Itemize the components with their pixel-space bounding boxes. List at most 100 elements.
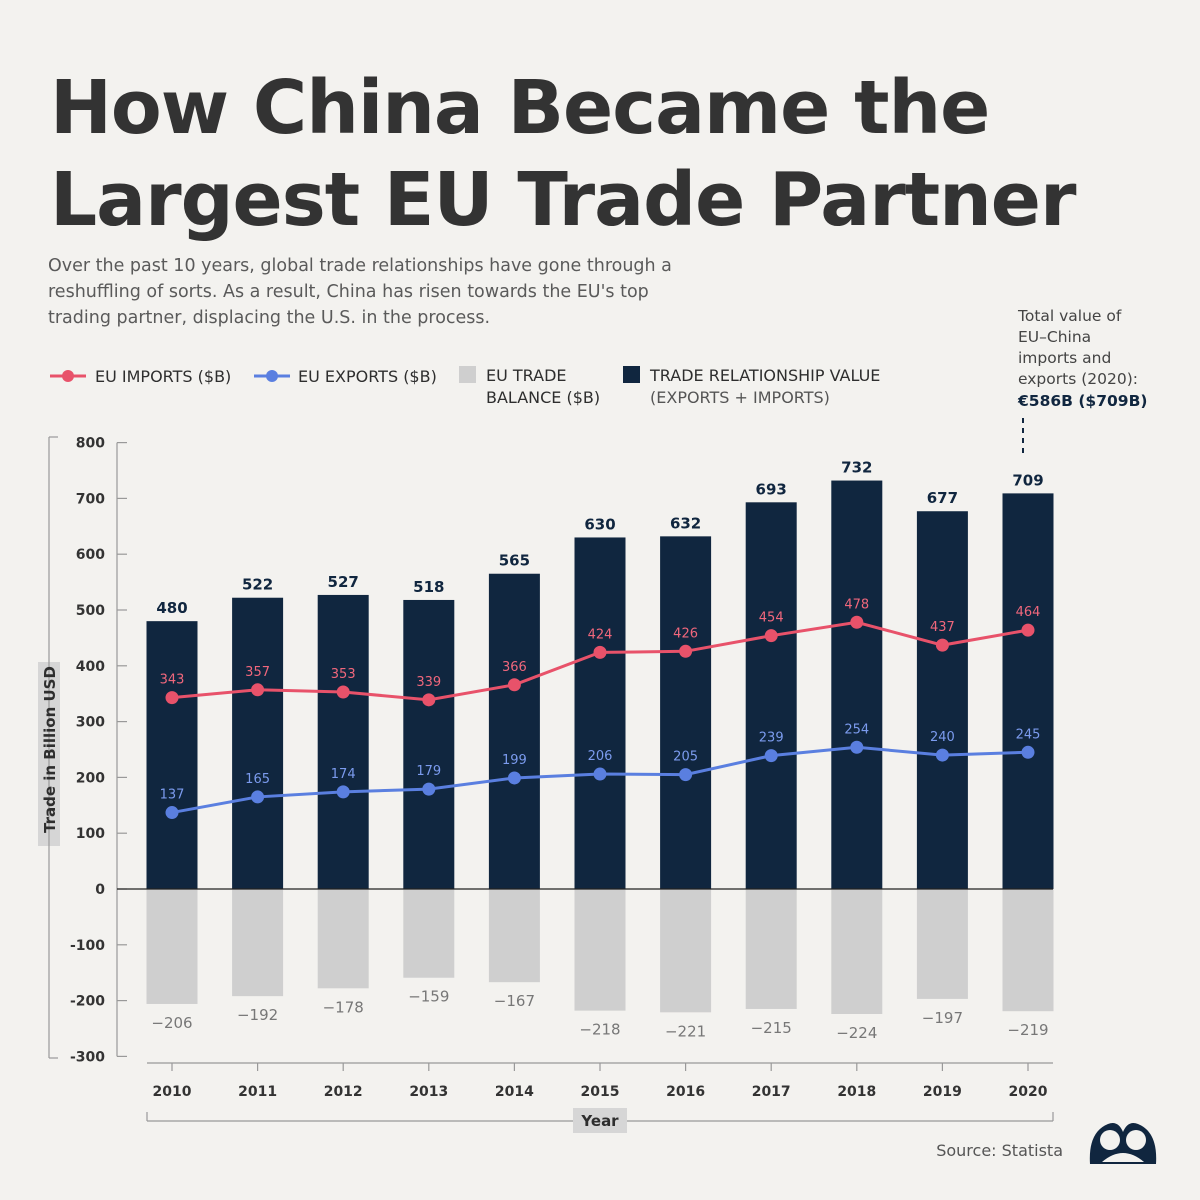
- trade-value-bar: [146, 621, 198, 889]
- exports-point: [679, 768, 693, 782]
- data-labels: 480 343 137 −206 522 357 165 −192 527 353 174 −178 5…: [151, 459, 1048, 1042]
- trade-value-label: 632: [670, 514, 701, 532]
- y-tick-label: 700: [76, 491, 105, 507]
- trade-balance-label: −197: [922, 1009, 963, 1027]
- trade-value-bar: [317, 594, 369, 889]
- annotation-line-3: imports and: [1018, 349, 1111, 367]
- annotation-line-4: exports (2020):: [1018, 370, 1138, 388]
- y-tick-label: -100: [70, 938, 105, 954]
- exports-value-label: 240: [930, 730, 955, 745]
- trade-balance-bar: [317, 889, 369, 989]
- trade-balance-bar: [660, 889, 712, 1013]
- y-tick-label: -300: [70, 1049, 105, 1065]
- trade-value-bar: [403, 599, 455, 889]
- trade-balance-label: −206: [151, 1014, 192, 1032]
- trade-balance-bar: [403, 889, 455, 978]
- trade-balance-label: −224: [836, 1024, 877, 1042]
- y-tick-label: 600: [76, 547, 105, 563]
- x-tick-label: 2019: [923, 1084, 962, 1100]
- x-tick-label: 2013: [409, 1084, 448, 1100]
- trade-value-bar: [232, 597, 284, 889]
- trade-balance-bar: [574, 889, 626, 1011]
- x-axis-title-bg: [573, 1108, 627, 1133]
- trade-balance-bar: [232, 889, 284, 997]
- exports-point: [507, 771, 521, 785]
- y-axis-title: Trade in Billion USD: [41, 666, 59, 833]
- trade-balance-label: −215: [751, 1019, 792, 1037]
- imports-point: [593, 645, 607, 659]
- imports-point: [1021, 623, 1035, 637]
- y-tick-label: 400: [76, 659, 105, 675]
- y-tick-label: 100: [76, 826, 105, 842]
- y-tick-label: 0: [95, 882, 105, 898]
- annotation-line-2: EU–China: [1018, 328, 1091, 346]
- x-tick-label: 2017: [752, 1084, 791, 1100]
- legend-imports-label: EU IMPORTS ($B): [95, 367, 231, 386]
- trade-value-label: 518: [413, 578, 444, 596]
- exports-value-label: 205: [673, 750, 698, 765]
- x-tick-label: 2015: [581, 1084, 620, 1100]
- chart-subtitle: Over the past 10 years, global trade rel…: [48, 256, 672, 328]
- imports-point: [165, 691, 179, 705]
- imports-point: [336, 685, 350, 699]
- exports-value-label: 165: [245, 772, 270, 787]
- exports-point: [764, 749, 778, 763]
- trade-balance-bar: [488, 889, 540, 983]
- annotation-2020: Total value of EU–China imports and expo…: [1017, 307, 1147, 458]
- legend-value: TRADE RELATIONSHIP VALUE (EXPORTS + IMPO…: [623, 366, 880, 407]
- legend-balance-swatch: [459, 366, 476, 383]
- y-tick-label: -200: [70, 994, 105, 1010]
- trade-value-label: 480: [156, 599, 187, 617]
- exports-value-label: 174: [331, 767, 356, 782]
- exports-point: [935, 748, 949, 762]
- legend-balance-label-1: EU TRADE: [486, 366, 567, 385]
- x-tick-label: 2010: [153, 1084, 192, 1100]
- trade-balance-bar: [745, 889, 797, 1009]
- imports-point: [251, 683, 265, 697]
- trade-value-label: 709: [1012, 471, 1043, 489]
- imports-value-label: 478: [844, 597, 869, 612]
- exports-value-label: 179: [416, 764, 441, 779]
- legend-exports-label: EU EXPORTS ($B): [298, 367, 437, 386]
- trade-balance-label: −167: [494, 992, 535, 1010]
- imports-value-label: 424: [588, 627, 613, 642]
- trade-value-label: 565: [499, 552, 530, 570]
- imports-value-label: 343: [160, 673, 185, 688]
- trade-value-bar: [488, 573, 540, 889]
- imports-value-label: 357: [245, 665, 270, 680]
- brand-logo-icon: [1089, 1123, 1157, 1164]
- exports-value-label: 239: [759, 731, 784, 746]
- legend: EU IMPORTS ($B) EU EXPORTS ($B) EU TRADE…: [50, 366, 880, 407]
- exports-point: [165, 806, 179, 820]
- imports-point: [764, 629, 778, 643]
- legend-exports: EU EXPORTS ($B): [254, 367, 437, 386]
- imports-value-label: 437: [930, 620, 955, 635]
- bars: 2010 2011 2012 2013 2014 2015 2016 2017 2018 2019…: [117, 480, 1054, 1100]
- exports-point: [593, 767, 607, 781]
- y-tick-label: 500: [76, 603, 105, 619]
- trade-value-bar: [574, 537, 626, 889]
- trade-balance-label: −219: [1007, 1021, 1048, 1039]
- exports-point: [251, 790, 265, 804]
- trade-value-bar: [660, 536, 712, 889]
- annotation-line-1: Total value of: [1017, 307, 1122, 325]
- title-line-1: How China Became the: [50, 65, 990, 151]
- trade-balance-label: −178: [323, 998, 364, 1016]
- imports-value-label: 426: [673, 626, 698, 641]
- trade-value-label: 630: [584, 515, 615, 533]
- exports-point: [1021, 745, 1035, 759]
- annotation-highlight: €586B ($709B): [1017, 392, 1147, 410]
- legend-value-swatch: [623, 366, 640, 383]
- trade-value-label: 522: [242, 576, 273, 594]
- imports-point: [935, 638, 949, 652]
- x-tick-label: 2012: [324, 1084, 363, 1100]
- exports-value-label: 137: [160, 788, 185, 803]
- imports-value-label: 464: [1016, 605, 1041, 620]
- x-tick-label: 2016: [666, 1084, 705, 1100]
- x-tick-label: 2018: [837, 1084, 876, 1100]
- legend-balance: EU TRADE BALANCE ($B): [459, 366, 600, 407]
- imports-point: [507, 678, 521, 692]
- trade-value-bar: [831, 480, 883, 889]
- trade-balance-bar: [1002, 889, 1054, 1012]
- exports-point: [850, 740, 864, 754]
